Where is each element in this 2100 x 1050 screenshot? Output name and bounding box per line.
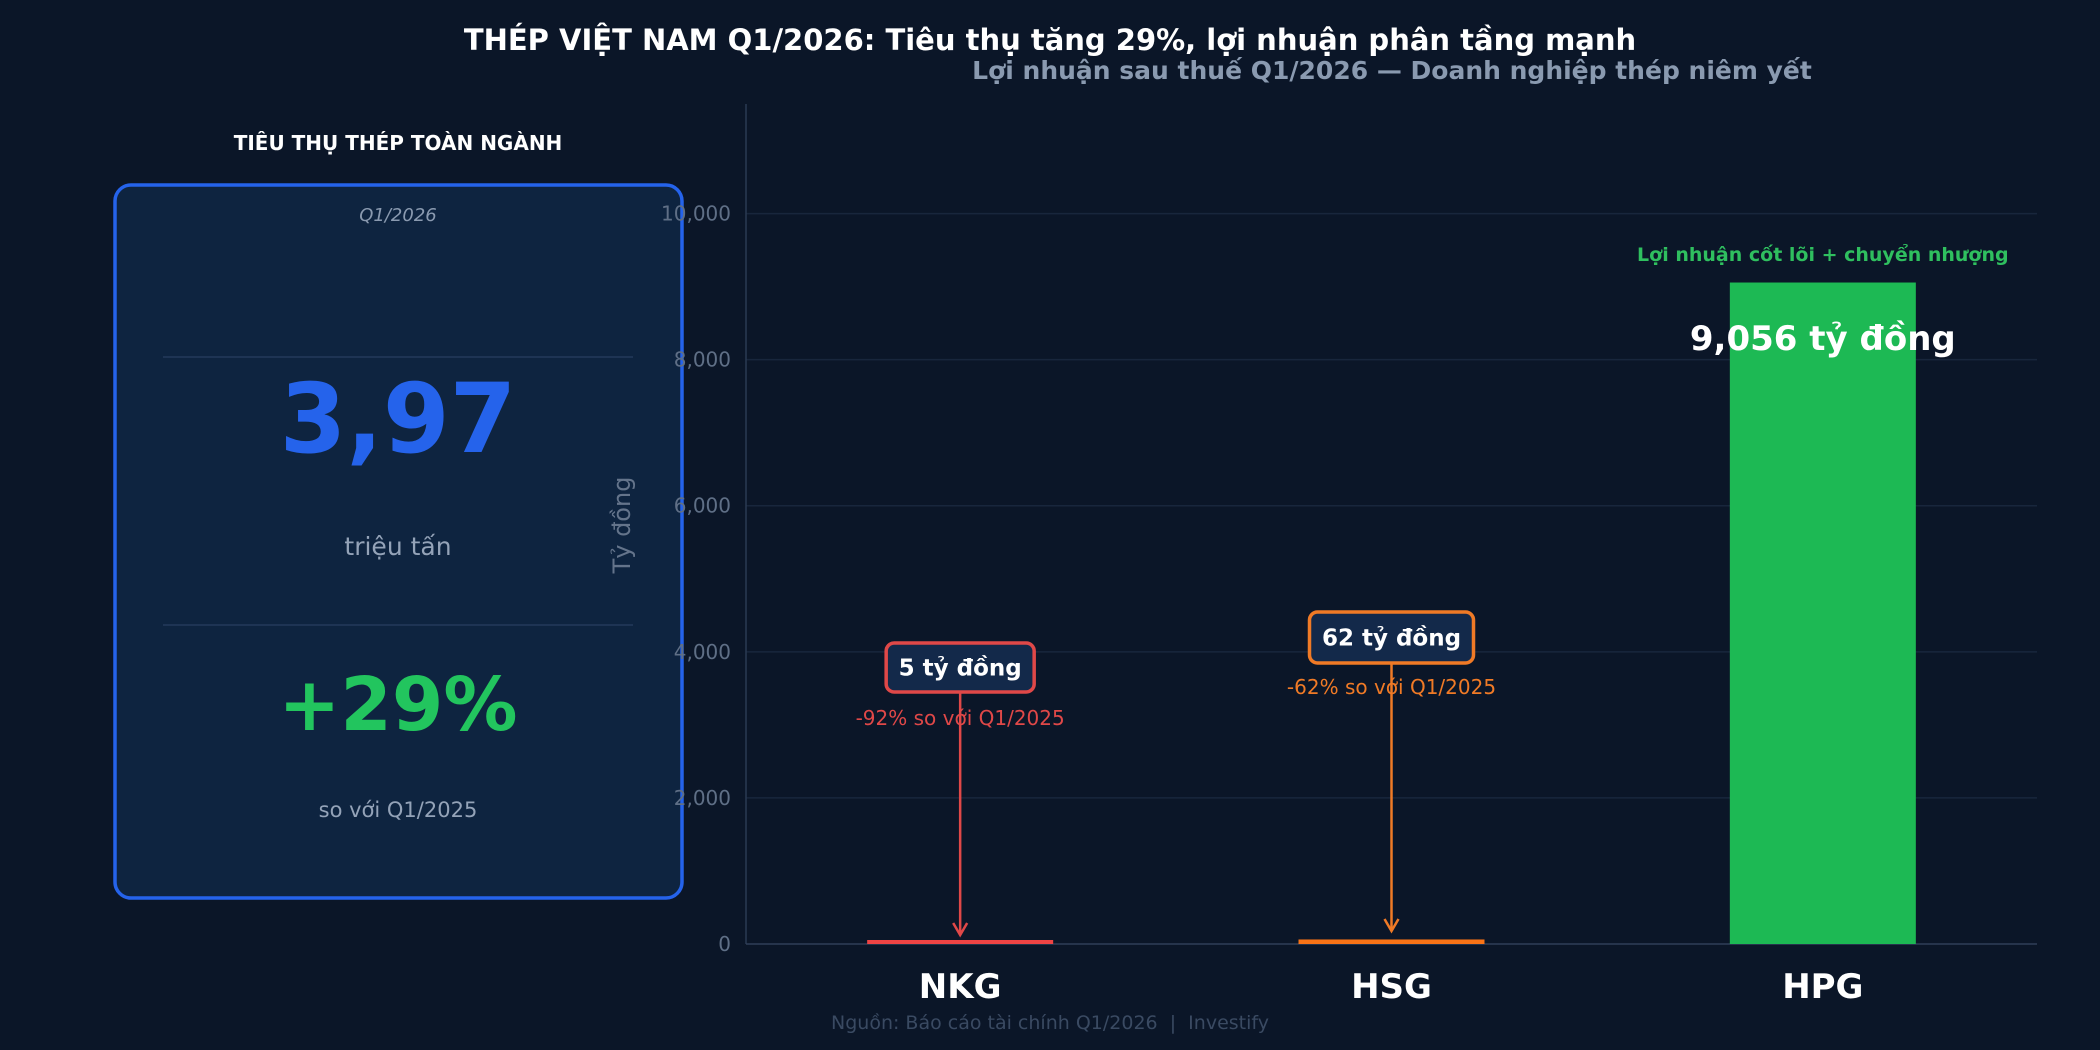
callout-label: 5 tỷ đồng bbox=[899, 655, 1022, 682]
y-tick-label: 8,000 bbox=[674, 348, 731, 372]
panel-period: Q1/2026 bbox=[359, 205, 437, 226]
source-note: Nguồn: Báo cáo tài chính Q1/2026 | Inves… bbox=[831, 1012, 1269, 1034]
main-title: THÉP VIỆT NAM Q1/2026: Tiêu thụ tăng 29%… bbox=[464, 23, 1636, 57]
x-tick-label: HSG bbox=[1351, 967, 1432, 1007]
hpg-note: Lợi nhuận cốt lõi + chuyển nhượng bbox=[1637, 243, 2009, 266]
callout-note: -62% so với Q1/2025 bbox=[1287, 675, 1496, 699]
x-tick-label: NKG bbox=[919, 967, 1002, 1007]
annotations: 5 tỷ đồng -92% so với Q1/2025 62 tỷ đồng -6… bbox=[856, 243, 2009, 938]
y-axis-label: Tỷ đồng bbox=[608, 477, 636, 575]
summary-card bbox=[113, 183, 684, 900]
growth-value: +29% bbox=[278, 662, 517, 748]
volume-value: 3,97 bbox=[280, 363, 517, 475]
value-callout bbox=[884, 641, 1036, 694]
arrow-down-icon bbox=[1383, 918, 1400, 934]
value-callout bbox=[1307, 610, 1476, 665]
bars bbox=[867, 282, 1916, 944]
y-axis: 0 2,000 4,000 6,000 8,000 10,000 bbox=[661, 202, 731, 956]
y-tick-label: 4,000 bbox=[674, 640, 731, 664]
callout-note: -92% so với Q1/2025 bbox=[856, 706, 1065, 730]
y-tick-label: 10,000 bbox=[661, 202, 731, 226]
bar-hsg bbox=[1298, 939, 1485, 944]
bar-nkg bbox=[867, 940, 1054, 944]
y-tick-label: 6,000 bbox=[674, 494, 731, 518]
y-tick-label: 0 bbox=[718, 932, 731, 956]
callout-label: 62 tỷ đồng bbox=[1322, 625, 1461, 652]
x-tick-label: HPG bbox=[1782, 967, 1863, 1007]
y-tick-label: 2,000 bbox=[674, 786, 731, 810]
bar-hpg bbox=[1729, 282, 1916, 944]
panel-heading: TIÊU THỤ THÉP TOÀN NGÀNH bbox=[234, 131, 563, 155]
chart-title: Lợi nhuận sau thuế Q1/2026 — Doanh nghiệ… bbox=[972, 56, 1812, 85]
growth-note: so với Q1/2025 bbox=[319, 798, 478, 822]
arrow-down-icon bbox=[952, 922, 969, 938]
x-axis: NKG HSG HPG bbox=[919, 967, 1864, 1007]
volume-unit: triệu tấn bbox=[344, 532, 451, 561]
hpg-value-label: 9,056 tỷ đồng bbox=[1690, 319, 1956, 359]
